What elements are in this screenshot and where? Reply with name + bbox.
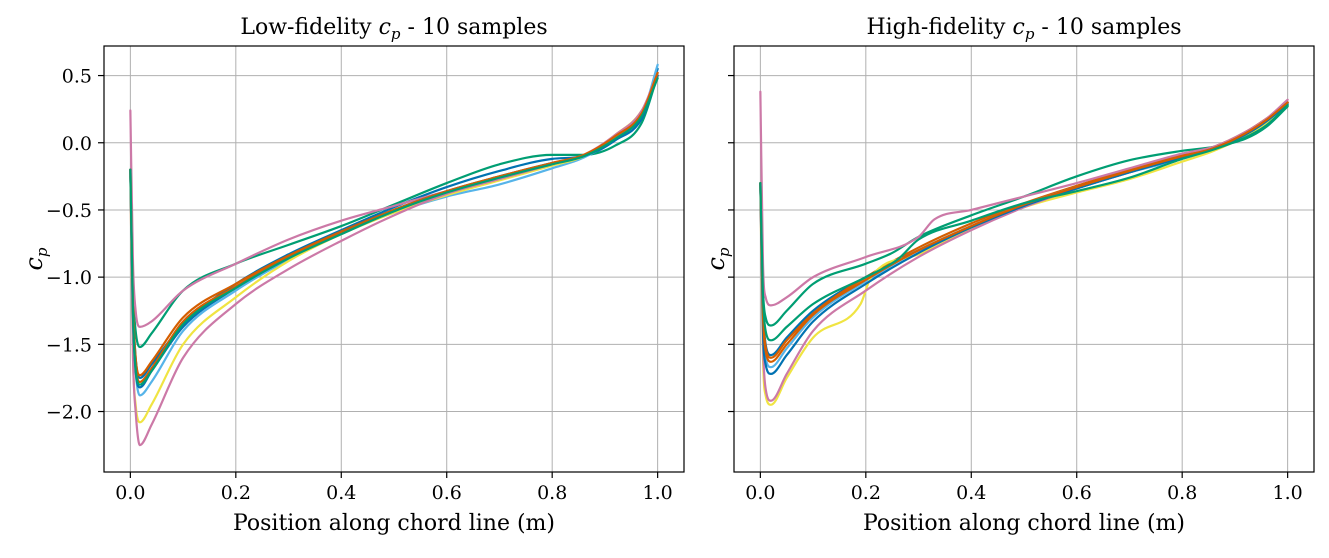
y-axis-label: cp bbox=[20, 247, 51, 270]
x-tick-label: 0.8 bbox=[537, 482, 567, 504]
x-tick-label: 0.0 bbox=[745, 482, 775, 504]
series-line-10 bbox=[129, 77, 659, 386]
x-tick-label: 0.6 bbox=[432, 482, 462, 504]
x-tick-label: 1.0 bbox=[643, 482, 673, 504]
panel-1: 0.0 0.2 0.4 0.6 0.8 1.0 0.5 0.0 −0.5 −1.0 −1.5 −2.0… bbox=[20, 15, 685, 536]
x-tick-label: 0.8 bbox=[1167, 482, 1197, 504]
x-tick-label: 0.4 bbox=[326, 482, 356, 504]
series-line-6 bbox=[759, 104, 1289, 406]
plot-frame bbox=[103, 45, 685, 473]
y-tick-label: −2.0 bbox=[46, 402, 92, 424]
series-line-10 bbox=[759, 104, 1289, 342]
plot-frame bbox=[733, 45, 1315, 473]
series-lines bbox=[129, 63, 659, 447]
series-line-4 bbox=[759, 90, 1289, 307]
x-tick-label: 0.2 bbox=[851, 482, 881, 504]
y-tick-label: −1.5 bbox=[46, 334, 92, 356]
y-tick-label: −1.0 bbox=[46, 267, 92, 289]
x-axis-label: Position along chord line (m) bbox=[863, 511, 1185, 536]
y-tick-label: 0.0 bbox=[62, 133, 92, 155]
series-lines bbox=[759, 90, 1289, 406]
y-tick-label: 0.5 bbox=[62, 66, 92, 88]
y-tick-label: −0.5 bbox=[46, 200, 92, 222]
x-tick-label: 1.0 bbox=[1273, 482, 1303, 504]
x-tick-label: 0.4 bbox=[956, 482, 986, 504]
chart-title: Low-fidelity cp - 10 samples bbox=[240, 15, 547, 43]
x-tick-label: 0.2 bbox=[221, 482, 251, 504]
chart-title: High-fidelity cp - 10 samples bbox=[866, 15, 1181, 43]
gridlines bbox=[734, 46, 1314, 472]
y-axis-label: cp bbox=[702, 247, 733, 270]
x-tick-label: 0.6 bbox=[1062, 482, 1092, 504]
panel-2: 0.0 0.2 0.4 0.6 0.8 1.0 High-fidelity cp - 10 … bbox=[702, 15, 1315, 536]
x-axis-label: Position along chord line (m) bbox=[233, 511, 555, 536]
gridlines bbox=[104, 46, 684, 472]
series-line-9 bbox=[759, 101, 1289, 363]
x-tick-label: 0.0 bbox=[115, 482, 145, 504]
